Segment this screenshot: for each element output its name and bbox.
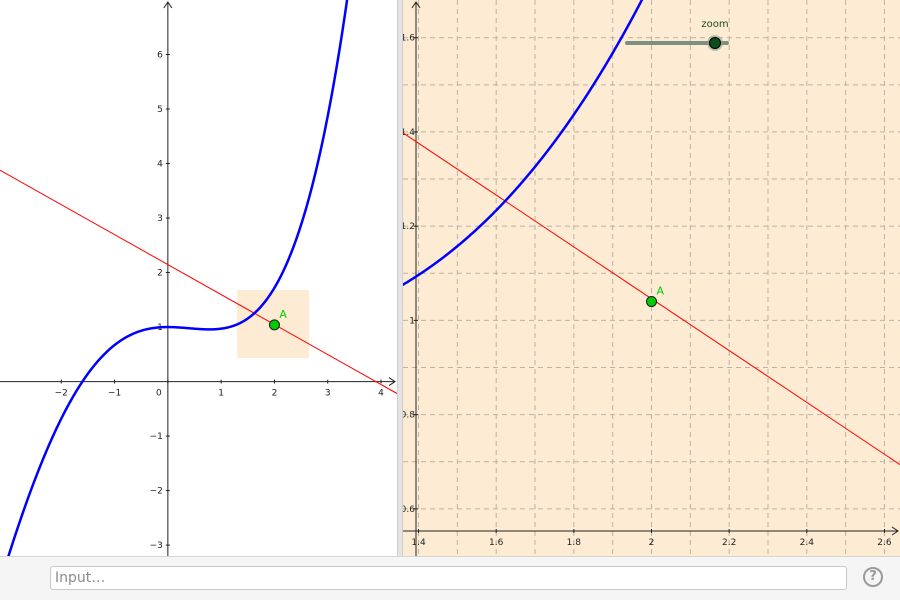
x-tick-label: 0 (156, 389, 162, 399)
x-tick-label: 1.8 (567, 538, 582, 548)
point-a (646, 296, 657, 308)
y-tick-label: 5 (157, 105, 163, 115)
y-axis-arrow (411, 1, 421, 9)
view-splitter[interactable] (397, 0, 403, 556)
y-tick-label: 6 (157, 51, 163, 61)
x-tick-label: 1.6 (489, 538, 504, 548)
point-a (268, 319, 280, 331)
x-tick-label: 2.4 (800, 538, 815, 548)
y-tick-label: 1.2 (403, 222, 415, 232)
zoom-slider[interactable] (625, 35, 729, 51)
x-tick-label: −1 (108, 389, 121, 399)
tangent-line (0, 169, 397, 394)
x-tick-label: 1.4 (411, 538, 426, 548)
x-tick-label: 2.2 (722, 538, 736, 548)
y-axis-arrow (163, 1, 173, 9)
y-tick-label: −3 (150, 541, 163, 551)
y-tick-label: 4 (157, 160, 163, 170)
y-tick-label: 1 (409, 316, 415, 326)
function-curve (7, 0, 349, 556)
y-tick-label: 1.4 (403, 128, 415, 138)
x-axis-arrow (388, 377, 396, 386)
x-tick-label: −2 (55, 389, 68, 399)
help-icon[interactable]: ? (863, 567, 883, 587)
x-axis-arrow (891, 526, 899, 536)
function-curve (403, 0, 644, 287)
x-tick-label: 2.6 (877, 538, 892, 548)
y-tick-label: 0.6 (403, 505, 415, 515)
point-a-label: A (279, 308, 287, 321)
zoom-slider-label: zoom (701, 19, 728, 30)
x-tick-label: 2 (272, 389, 278, 399)
y-tick-label: 1.6 (403, 34, 415, 44)
graphics-view-1[interactable]: −2 −1 0 1 2 3 4 −3 −2 −1 1 2 3 4 5 6 A (0, 0, 397, 556)
zoom-slider-knob[interactable] (709, 37, 721, 49)
y-tick-label: 3 (157, 214, 163, 224)
x-tick-label: 4 (378, 389, 384, 399)
y-tick-label: −1 (150, 432, 163, 442)
x-tick-label: 3 (325, 389, 331, 399)
input-bar: ? (0, 556, 900, 600)
y-tick-label: 0.8 (403, 411, 415, 421)
x-tick-label: 1 (218, 389, 224, 399)
point-a-label: A (657, 285, 665, 298)
y-tick-label: −2 (150, 487, 163, 497)
input-field[interactable] (50, 566, 847, 590)
y-tick-label: 2 (157, 269, 163, 279)
x-tick-label: 2 (649, 538, 655, 548)
